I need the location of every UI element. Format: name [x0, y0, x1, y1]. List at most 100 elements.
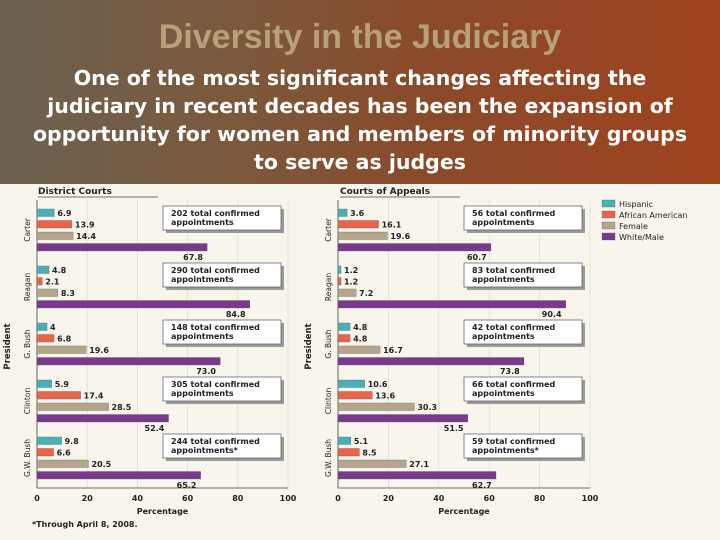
annotation-line: appointments [171, 218, 234, 227]
slide-title: Diversity in the Judiciary [158, 18, 562, 56]
annotation-line: 148 total confirmed [171, 323, 260, 332]
data-label: 19.6 [89, 346, 109, 355]
data-label: 60.7 [467, 253, 487, 262]
legend-swatch [601, 199, 616, 208]
annotation-line: appointments* [171, 446, 239, 455]
bar-white-male [36, 471, 201, 480]
bar-african-american [337, 277, 342, 286]
data-label: 6.9 [57, 209, 72, 218]
bar-hispanic [36, 436, 62, 445]
data-label: 13.6 [375, 392, 395, 401]
data-label: 16.7 [383, 346, 403, 355]
bar-female [337, 402, 415, 411]
bar-african-american [36, 448, 54, 457]
annotation-line: 83 total confirmed [472, 266, 556, 275]
bar-female [337, 231, 388, 240]
annotation-line: appointments [472, 332, 535, 341]
annotation-line: 42 total confirmed [472, 323, 556, 332]
data-label: 1.2 [344, 278, 358, 287]
data-label: 4.8 [353, 323, 368, 332]
annotation-box [463, 262, 583, 288]
data-label: 4 [50, 323, 56, 332]
legend-swatch [601, 210, 616, 219]
bar-hispanic [36, 265, 50, 274]
y-axis-title: President [3, 323, 13, 369]
x-tick-label: 40 [433, 494, 445, 503]
data-label: 19.6 [390, 232, 410, 241]
data-label: 27.1 [409, 460, 429, 469]
bar-white-male [337, 471, 497, 480]
bar-african-american [36, 220, 73, 229]
chart-title: Courts of Appeals [340, 187, 430, 197]
data-label: 20.5 [91, 460, 111, 469]
data-label: 73.8 [500, 367, 520, 376]
bar-hispanic [36, 322, 48, 331]
annotation-line: 305 total confirmed [171, 380, 260, 389]
annotation-line: 56 total confirmed [472, 209, 556, 218]
data-label: 51.5 [444, 424, 464, 433]
annotation-box [463, 319, 583, 345]
data-label: 4.8 [52, 266, 67, 275]
bar-female [36, 402, 109, 411]
category-label: Clinton [324, 388, 333, 415]
annotation-line: 202 total confirmed [171, 209, 260, 218]
category-label: Reagan [324, 273, 333, 301]
x-tick-label: 20 [383, 494, 395, 503]
annotation-line: 59 total confirmed [472, 437, 556, 446]
legend-label: African American [619, 211, 688, 220]
bar-white-male [36, 300, 250, 309]
annotation-line: appointments [171, 275, 234, 284]
data-label: 30.3 [417, 403, 437, 412]
annotation-box [463, 205, 583, 231]
x-axis-title: Percentage [438, 507, 490, 516]
bar-hispanic [36, 208, 55, 217]
annotation-line: appointments* [472, 446, 540, 455]
category-label: Clinton [23, 388, 32, 415]
annotation-box [162, 319, 282, 345]
bar-african-american [36, 391, 81, 400]
bar-hispanic [337, 322, 351, 331]
annotation-box [463, 433, 583, 459]
x-axis-title: Percentage [137, 507, 189, 516]
data-label: 8.3 [61, 289, 75, 298]
data-label: 6.8 [57, 335, 72, 344]
annotation-line: appointments [472, 218, 535, 227]
annotation-line: appointments [171, 332, 234, 341]
bar-female [36, 345, 87, 354]
annotation-line: 66 total confirmed [472, 380, 556, 389]
y-axis-title: President [304, 323, 314, 369]
bar-female [337, 345, 381, 354]
bar-african-american [337, 220, 379, 229]
data-label: 17.4 [84, 392, 104, 401]
bar-white-male [337, 414, 468, 423]
bar-white-male [36, 357, 221, 366]
x-tick-label: 100 [280, 494, 297, 503]
category-label: G.W. Bush [324, 439, 333, 477]
data-label: 5.9 [55, 380, 70, 389]
data-label: 2.1 [45, 278, 60, 287]
legend-label: White/Male [619, 233, 664, 242]
x-tick-label: 20 [82, 494, 94, 503]
legend-swatch [601, 232, 616, 241]
bar-african-american [36, 334, 55, 343]
bar-white-male [36, 243, 208, 252]
chart-title: District Courts [38, 187, 112, 197]
bar-african-american [337, 448, 360, 457]
category-label: Reagan [23, 273, 32, 301]
data-label: 67.8 [183, 253, 203, 262]
category-label: G. Bush [23, 329, 32, 358]
annotation-box [463, 376, 583, 402]
bar-white-male [337, 357, 525, 366]
legend-label: Hispanic [619, 200, 653, 209]
footnote: *Through April 8, 2008. [32, 520, 138, 529]
data-label: 14.4 [76, 232, 96, 241]
annotation-line: 290 total confirmed [171, 266, 260, 275]
bar-white-male [337, 243, 492, 252]
category-label: G. Bush [324, 329, 333, 358]
data-label: 10.6 [368, 380, 388, 389]
x-tick-label: 0 [335, 494, 341, 503]
legend-swatch [601, 221, 616, 230]
data-label: 65.2 [177, 481, 197, 490]
data-label: 1.2 [344, 266, 358, 275]
category-label: Carter [23, 217, 32, 241]
